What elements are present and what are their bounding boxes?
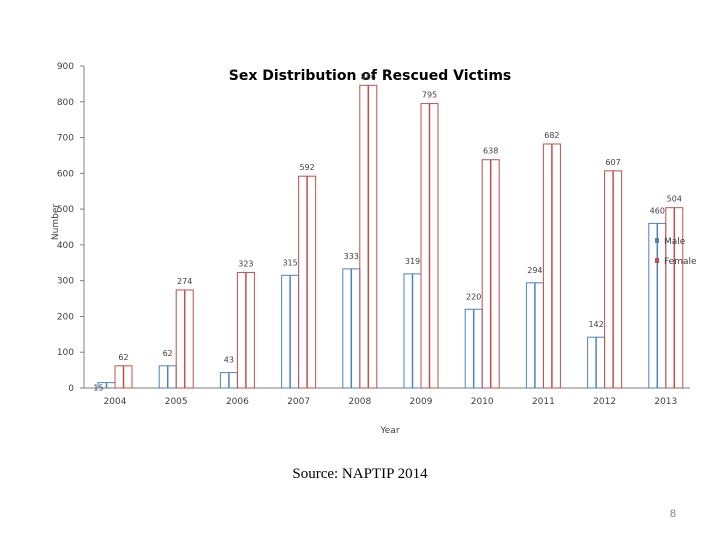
legend-label-male: Male bbox=[664, 237, 686, 247]
x-tick-label: 2006 bbox=[226, 397, 249, 407]
chart-title: Sex Distribution of Rescued Victims bbox=[229, 68, 512, 84]
legend-swatch-male bbox=[655, 238, 659, 243]
data-label-male: 62 bbox=[163, 349, 173, 358]
data-label-female: 592 bbox=[299, 163, 314, 172]
x-tick-label: 2010 bbox=[471, 397, 494, 407]
y-tick-label: 300 bbox=[57, 277, 74, 287]
y-tick-label: 600 bbox=[57, 169, 74, 179]
legend-label-female: Female bbox=[664, 257, 697, 267]
y-tick-label: 0 bbox=[68, 384, 74, 394]
data-label-female: 682 bbox=[544, 131, 559, 140]
x-tick-label: 2004 bbox=[104, 397, 127, 407]
y-axis-label: Number bbox=[51, 204, 61, 240]
x-tick-label: 2009 bbox=[410, 397, 433, 407]
y-tick-label: 200 bbox=[57, 312, 74, 322]
data-label-male: 315 bbox=[282, 258, 297, 267]
x-tick-label: 2011 bbox=[532, 397, 555, 407]
data-label-male: 460 bbox=[650, 206, 665, 215]
slide-number: 8 bbox=[669, 508, 676, 520]
data-label-female: 795 bbox=[422, 91, 437, 100]
data-label-male: 319 bbox=[405, 257, 420, 266]
x-tick-label: 2013 bbox=[654, 397, 677, 407]
data-label-male: 220 bbox=[466, 292, 481, 301]
data-label-female: 504 bbox=[667, 195, 682, 204]
y-tick-label: 400 bbox=[57, 241, 74, 251]
x-tick-label: 2012 bbox=[593, 397, 616, 407]
x-tick-label: 2008 bbox=[348, 397, 371, 407]
data-label-male: 43 bbox=[224, 356, 234, 365]
x-axis-label: Year bbox=[379, 426, 399, 436]
y-tick-label: 700 bbox=[57, 134, 74, 144]
data-label-male: 15 bbox=[93, 384, 103, 393]
source-note: Source: NAPTIP 2014 bbox=[292, 466, 428, 482]
data-label-female: 846 bbox=[361, 72, 376, 81]
legend-swatch-female bbox=[655, 258, 659, 263]
data-label-female: 62 bbox=[118, 353, 128, 362]
y-tick-label: 800 bbox=[57, 98, 74, 108]
data-label-male: 142 bbox=[588, 320, 603, 329]
x-tick-label: 2007 bbox=[287, 397, 310, 407]
data-label-female: 638 bbox=[483, 147, 498, 156]
data-label-female: 323 bbox=[238, 259, 253, 268]
data-label-male: 294 bbox=[527, 266, 542, 275]
data-label-female: 274 bbox=[177, 277, 192, 286]
data-label-male: 333 bbox=[344, 252, 359, 261]
y-tick-label: 900 bbox=[57, 62, 74, 72]
data-label-female: 607 bbox=[605, 158, 620, 167]
y-tick-label: 500 bbox=[57, 205, 74, 215]
x-tick-label: 2005 bbox=[165, 397, 188, 407]
y-tick-label: 100 bbox=[57, 348, 74, 358]
